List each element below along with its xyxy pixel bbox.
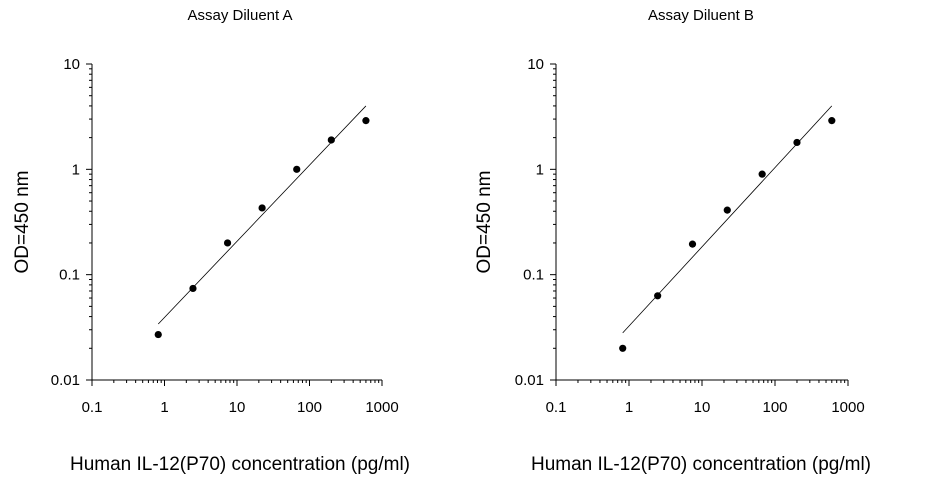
- data-point: [758, 170, 766, 178]
- data-point: [189, 284, 197, 293]
- x-tick-label: 1: [160, 399, 168, 416]
- data-point: [619, 344, 627, 352]
- x-tick-label: 100: [762, 399, 787, 416]
- y-axis-label: OD=450 nm: [474, 171, 495, 274]
- chart-title: Assay Diluent B: [648, 7, 754, 24]
- data-point: [793, 138, 801, 147]
- x-tick-label: 1000: [365, 399, 398, 416]
- data-point: [327, 136, 335, 144]
- data-point: [654, 292, 662, 300]
- data-point: [723, 206, 731, 214]
- x-tick-label: 10: [229, 399, 246, 416]
- y-axis-label: OD=450 nm: [12, 171, 33, 274]
- fit-line: [157, 105, 367, 325]
- x-tick-label: 100: [297, 399, 322, 416]
- x-tick-label: 1: [625, 399, 633, 416]
- y-tick-label: 1: [72, 161, 80, 178]
- x-tick-label: 10: [694, 399, 711, 416]
- y-tick-label: 10: [527, 56, 544, 73]
- x-tick-label: 1000: [831, 399, 864, 416]
- x-tick-label: 0.1: [546, 399, 567, 416]
- data-point: [688, 240, 697, 248]
- data-point: [223, 239, 232, 247]
- fit-line: [622, 105, 833, 334]
- y-tick-label: 10: [63, 56, 80, 73]
- data-point: [154, 330, 162, 339]
- data-point: [362, 117, 370, 125]
- y-tick-label: 0.01: [51, 372, 80, 389]
- x-axis-label: Human IL-12(P70) concentration (pg/ml): [70, 454, 410, 475]
- chart-title: Assay Diluent A: [187, 7, 292, 24]
- y-tick-label: 0.1: [59, 267, 80, 284]
- y-tick-label: 1: [536, 161, 544, 178]
- x-tick-label: 0.1: [82, 399, 103, 416]
- x-axis-label: Human IL-12(P70) concentration (pg/ml): [531, 454, 871, 475]
- y-tick-label: 0.01: [515, 372, 544, 389]
- data-point: [828, 117, 836, 125]
- data-point: [258, 204, 266, 212]
- y-tick-label: 0.1: [523, 267, 544, 284]
- data-point: [293, 165, 301, 173]
